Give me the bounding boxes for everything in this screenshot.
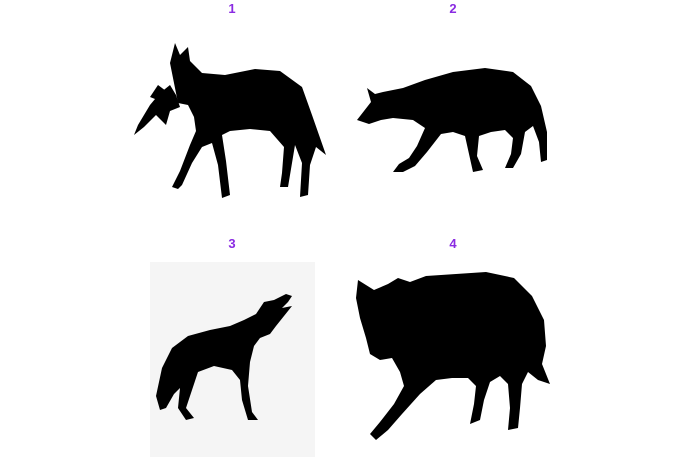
coyote-howling-icon xyxy=(156,294,292,420)
panel-number-4: 4 xyxy=(449,236,457,251)
coyote-stalking-icon xyxy=(356,272,550,440)
panel-number-3: 3 xyxy=(228,236,236,251)
coyote-walking-icon xyxy=(357,68,547,172)
panel-number-2: 2 xyxy=(449,1,457,16)
panel-number-1: 1 xyxy=(228,1,236,16)
coyote-carrying-prey-icon xyxy=(134,43,326,198)
